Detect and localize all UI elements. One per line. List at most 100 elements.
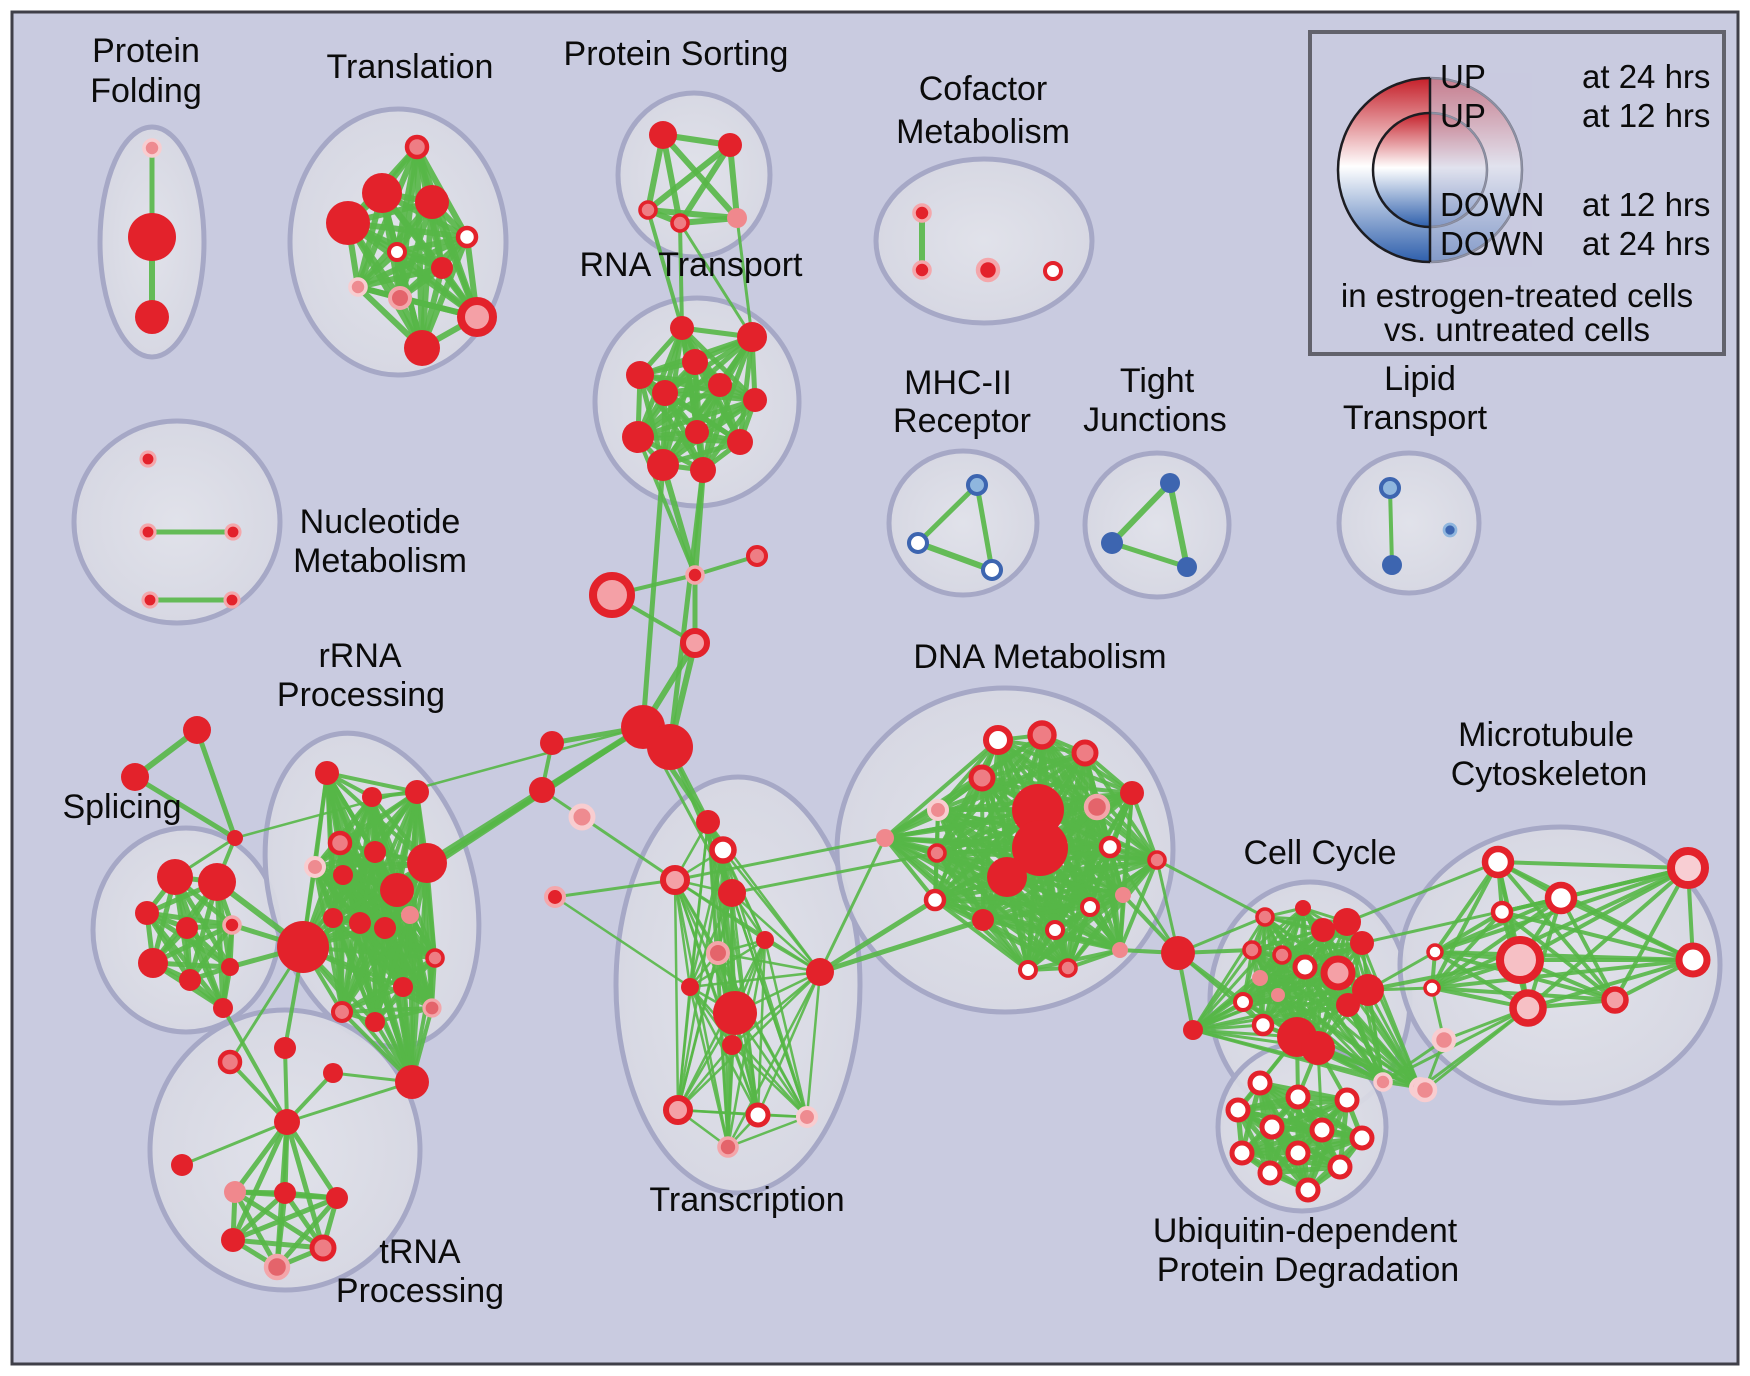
network-node bbox=[387, 242, 407, 262]
network-edge bbox=[915, 482, 980, 546]
cluster-label-mt: Cytoskeleton bbox=[1451, 755, 1648, 793]
network-node bbox=[706, 941, 730, 965]
network-node bbox=[1272, 945, 1292, 965]
network-node bbox=[183, 716, 211, 744]
network-edge bbox=[331, 850, 377, 920]
network-node bbox=[309, 1234, 337, 1262]
network-node bbox=[1285, 1084, 1311, 1110]
network-node bbox=[806, 958, 834, 986]
network-node bbox=[274, 1109, 300, 1135]
legend-time-label: at 12 hrs bbox=[1582, 97, 1710, 134]
network-edge bbox=[340, 913, 412, 1014]
network-node bbox=[540, 731, 564, 755]
network-node bbox=[745, 1102, 771, 1128]
network-edge bbox=[1191, 976, 1262, 1032]
network-edge bbox=[1366, 958, 1522, 992]
legend-caption: in estrogen-treated cells bbox=[1341, 277, 1693, 314]
network-node bbox=[682, 349, 708, 375]
network-edge bbox=[730, 851, 939, 895]
network-node bbox=[912, 260, 932, 280]
network-edge bbox=[818, 836, 887, 974]
cluster-ellipse-cf bbox=[873, 156, 1095, 326]
network-edge bbox=[646, 208, 684, 330]
network-edge bbox=[325, 771, 419, 794]
network-edge bbox=[980, 776, 1134, 795]
network-node bbox=[1083, 793, 1111, 821]
network-node bbox=[983, 725, 1013, 755]
network-node bbox=[713, 991, 757, 1035]
network-edge bbox=[1346, 1003, 1422, 1090]
legend-direction-label: DOWN bbox=[1440, 225, 1544, 262]
cluster-label-nu: Metabolism bbox=[293, 542, 467, 580]
cluster-label-tl: Translation bbox=[327, 48, 494, 86]
network-edge bbox=[974, 482, 995, 573]
network-node bbox=[198, 863, 236, 901]
network-node bbox=[323, 908, 343, 928]
legend-direction-label: UP bbox=[1440, 97, 1486, 134]
network-node bbox=[327, 830, 353, 856]
network-node bbox=[303, 855, 327, 879]
network-edge bbox=[688, 985, 809, 1119]
network-node bbox=[362, 787, 382, 807]
network-node bbox=[333, 865, 353, 885]
network-edge bbox=[132, 774, 238, 841]
network-node bbox=[221, 958, 239, 976]
network-node bbox=[685, 420, 709, 444]
network-edge bbox=[1241, 988, 1370, 1004]
network-edge bbox=[274, 1195, 340, 1270]
network-edge bbox=[187, 922, 235, 983]
network-node bbox=[404, 134, 430, 160]
network-node bbox=[876, 829, 894, 847]
network-node bbox=[1426, 943, 1444, 961]
network-edge bbox=[763, 938, 809, 1119]
network-edge bbox=[373, 926, 387, 1024]
network-edge bbox=[553, 878, 677, 899]
network-node bbox=[405, 780, 429, 804]
network-edge bbox=[676, 951, 720, 1112]
network-node bbox=[1120, 781, 1144, 805]
network-node bbox=[718, 133, 742, 157]
network-edge bbox=[1345, 860, 1500, 924]
network-node bbox=[663, 1095, 693, 1125]
network-node bbox=[1257, 1160, 1283, 1186]
network-edge bbox=[230, 1195, 340, 1243]
network-edge bbox=[915, 540, 995, 573]
network-edge bbox=[883, 738, 1000, 840]
network-edge bbox=[1191, 915, 1267, 1032]
network-node bbox=[717, 1136, 739, 1158]
legend-time-label: at 24 hrs bbox=[1582, 225, 1710, 262]
network-node bbox=[1045, 920, 1065, 940]
legend-caption: vs. untreated cells bbox=[1384, 311, 1650, 348]
network-edge bbox=[1381, 1038, 1446, 1084]
network-edge bbox=[1526, 958, 1695, 1010]
cluster-label-cc: Cell Cycle bbox=[1243, 834, 1396, 872]
network-edge bbox=[355, 265, 445, 290]
network-node bbox=[274, 1037, 296, 1059]
network-edge bbox=[756, 970, 822, 1117]
network-edge bbox=[284, 1119, 340, 1201]
network-node bbox=[1161, 936, 1195, 970]
cluster-label-pf: Protein bbox=[92, 32, 200, 70]
network-edge bbox=[676, 970, 822, 1112]
network-node bbox=[1490, 900, 1514, 924]
network-edge bbox=[730, 891, 809, 1119]
network-edge bbox=[1280, 941, 1364, 957]
cluster-label-cf: Cofactor bbox=[919, 70, 1048, 108]
network-node bbox=[1147, 850, 1167, 870]
network-node bbox=[718, 879, 746, 907]
network-node bbox=[139, 523, 157, 541]
network-node bbox=[365, 1012, 385, 1032]
network-edge bbox=[180, 1120, 289, 1167]
network-node bbox=[223, 591, 241, 609]
network-edge bbox=[678, 221, 684, 330]
network-node bbox=[330, 1000, 354, 1024]
cluster-label-rt: RNA Transport bbox=[580, 246, 804, 284]
network-edge bbox=[935, 851, 1122, 952]
network-edge bbox=[1613, 866, 1690, 1002]
network-node bbox=[326, 1187, 348, 1209]
cluster-label-pf: Folding bbox=[90, 72, 202, 110]
network-edge bbox=[144, 910, 226, 1011]
network-edge bbox=[1423, 1006, 1530, 1092]
network-node bbox=[1509, 989, 1547, 1027]
